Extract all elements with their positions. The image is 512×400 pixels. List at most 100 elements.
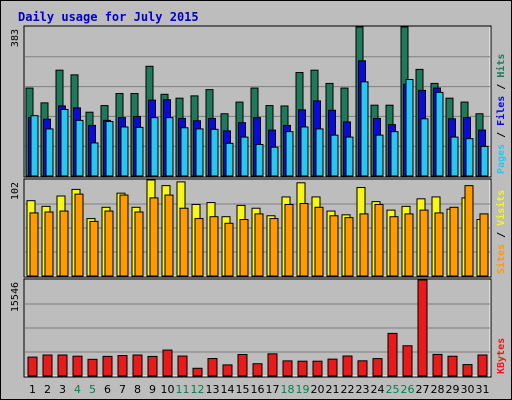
pages-bar xyxy=(300,126,309,177)
pages-bar xyxy=(345,136,354,177)
kbytes-bar xyxy=(357,360,368,377)
kbytes-bar xyxy=(42,354,53,377)
sites-bar xyxy=(254,213,264,277)
sites-bar xyxy=(299,203,309,277)
pages-bar xyxy=(405,79,414,177)
kbytes-bar xyxy=(342,355,353,377)
kbytes-bar xyxy=(162,349,173,377)
kbytes-bar xyxy=(402,345,413,377)
pages-bar xyxy=(465,138,474,177)
pages-bar xyxy=(375,134,384,177)
day-label: 17 xyxy=(266,383,280,396)
pages-bar xyxy=(420,118,429,177)
kbytes-bar xyxy=(267,353,278,377)
kbytes-bar xyxy=(282,360,293,377)
pages-bar xyxy=(255,143,264,177)
kbytes-bar xyxy=(27,356,38,377)
top-panel-legend: Pages / Files / Hits xyxy=(495,54,507,174)
day-label: 4 xyxy=(74,383,81,396)
kbytes-bar xyxy=(207,358,218,377)
day-label: 6 xyxy=(104,383,111,396)
sites-bar xyxy=(449,206,459,277)
pages-bar xyxy=(240,136,249,177)
kbytes-bar xyxy=(102,355,113,377)
day-label: 20 xyxy=(311,383,325,396)
sites-bar xyxy=(224,222,234,277)
kbytes-bar xyxy=(132,354,143,377)
kbytes-bar xyxy=(57,354,68,377)
day-label: 3 xyxy=(59,383,66,396)
sites-bar xyxy=(29,212,39,277)
pages-bar xyxy=(45,128,54,177)
kbytes-bar xyxy=(87,358,98,377)
pages-bar xyxy=(60,108,69,177)
kbytes-bar xyxy=(177,355,188,377)
sites-bar xyxy=(404,213,414,277)
pages-bar xyxy=(315,128,324,177)
day-label: 12 xyxy=(191,383,205,396)
kbytes-bar xyxy=(192,367,203,377)
day-label: 27 xyxy=(416,383,430,396)
pages-bar xyxy=(195,128,204,177)
pages-bar xyxy=(450,136,459,177)
day-label: 26 xyxy=(401,383,415,396)
kbytes-bar xyxy=(462,364,473,377)
sites-bar xyxy=(89,220,99,277)
pages-bar xyxy=(285,131,294,177)
day-label: 10 xyxy=(161,383,175,396)
day-label: 19 xyxy=(296,383,310,396)
day-label: 28 xyxy=(431,383,445,396)
pages-bar xyxy=(480,145,489,177)
pages-bar xyxy=(360,81,369,177)
sites-bar xyxy=(74,193,84,277)
sites-bar xyxy=(314,206,324,277)
day-label: 1 xyxy=(29,383,36,396)
kbytes-bar xyxy=(477,354,488,377)
bottom-panel-max-label: 15546 xyxy=(10,282,21,312)
sites-bar xyxy=(344,217,354,277)
kbytes-bar xyxy=(252,363,263,377)
day-label: 9 xyxy=(149,383,156,396)
day-label: 14 xyxy=(221,383,235,396)
sites-bar xyxy=(149,197,159,277)
day-label: 11 xyxy=(176,383,190,396)
sites-bar xyxy=(374,203,384,277)
sites-bar xyxy=(134,211,144,277)
sites-bar xyxy=(119,194,129,277)
kbytes-bar xyxy=(417,279,428,377)
sites-bar xyxy=(59,210,69,277)
pages-bar xyxy=(105,121,114,177)
kbytes-bar xyxy=(372,358,383,377)
kbytes-bar xyxy=(447,355,458,377)
sites-bar xyxy=(479,213,489,277)
kbytes-bar xyxy=(327,358,338,377)
legend-separator: / xyxy=(496,126,507,144)
legend-visits: Visits xyxy=(495,190,507,226)
kbytes-bar xyxy=(297,360,308,377)
pages-bar xyxy=(30,115,39,177)
pages-bar xyxy=(75,119,84,177)
day-label: 24 xyxy=(371,383,385,396)
day-label: 16 xyxy=(251,383,265,396)
day-label: 15 xyxy=(236,383,250,396)
day-label: 18 xyxy=(281,383,295,396)
kbytes-bar xyxy=(432,353,443,377)
pages-bar xyxy=(165,117,174,177)
kbytes-bar xyxy=(237,354,248,377)
sites-bar xyxy=(389,216,399,277)
sites-bar xyxy=(329,215,339,277)
pages-bar xyxy=(330,134,339,177)
day-label: 31 xyxy=(476,383,490,396)
day-label: 25 xyxy=(386,383,400,396)
day-label: 5 xyxy=(89,383,96,396)
day-label: 7 xyxy=(119,383,126,396)
legend-kbytes: KBytes xyxy=(496,338,507,374)
pages-bar xyxy=(90,142,99,177)
day-label: 21 xyxy=(326,383,340,396)
kbytes-bar xyxy=(72,355,83,377)
sites-bar xyxy=(434,212,444,277)
legend-sites: Sites xyxy=(495,244,507,274)
pages-bar xyxy=(390,131,399,177)
bottom-panel-legend: KBytes xyxy=(496,338,507,374)
